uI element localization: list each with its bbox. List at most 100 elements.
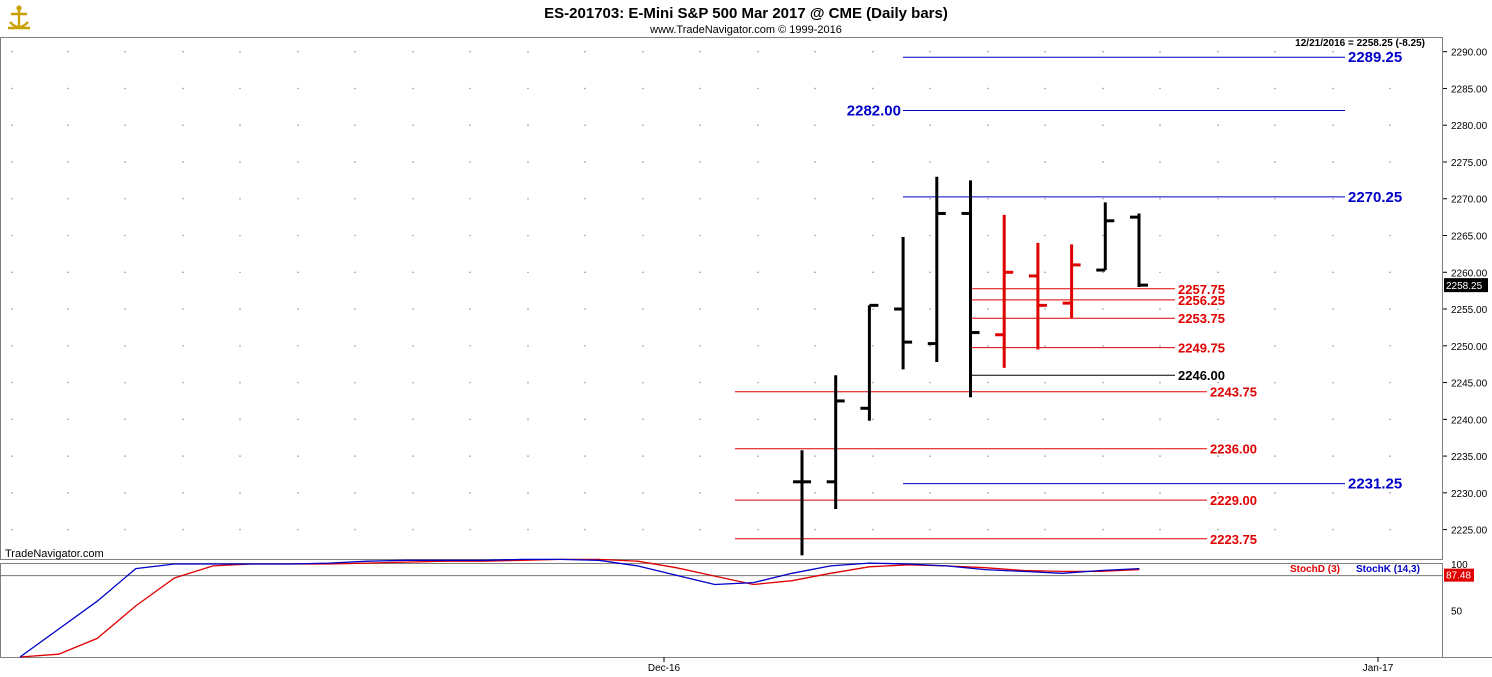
level-label: 2236.00 bbox=[1210, 442, 1257, 457]
grid-dot bbox=[814, 455, 816, 457]
level-label: 2231.25 bbox=[1348, 476, 1402, 493]
level-label: 2270.25 bbox=[1348, 189, 1402, 206]
grid-dot bbox=[1217, 308, 1219, 310]
grid-dot bbox=[67, 50, 69, 53]
grid-dot bbox=[584, 124, 586, 127]
grid-dot bbox=[814, 344, 816, 347]
grid-dot bbox=[297, 455, 299, 457]
grid-dot bbox=[1159, 124, 1161, 127]
grid-dot bbox=[527, 308, 529, 310]
grid-dot bbox=[67, 455, 69, 457]
grid-dot bbox=[929, 87, 931, 90]
grid-dot bbox=[642, 418, 644, 421]
grid-dot bbox=[1044, 161, 1046, 163]
chart-title: ES-201703: E-Mini S&P 500 Mar 2017 @ CME… bbox=[544, 5, 948, 22]
grid-dot bbox=[1389, 124, 1391, 127]
grid-dot bbox=[11, 344, 13, 347]
grid-dot bbox=[239, 197, 241, 200]
grid-dot bbox=[1332, 308, 1334, 310]
grid-dot bbox=[354, 87, 356, 90]
grid-dot bbox=[67, 197, 69, 200]
grid-dot bbox=[527, 271, 529, 274]
grid-dot bbox=[1217, 271, 1219, 274]
grid-dot bbox=[412, 492, 414, 494]
grid-dot bbox=[757, 161, 759, 163]
stoch-tick-label: 100 bbox=[1451, 560, 1468, 571]
price-tick-label: 2240.00 bbox=[1451, 415, 1488, 426]
grid-dot bbox=[1044, 344, 1046, 347]
grid-dot bbox=[124, 271, 126, 274]
grid-dot bbox=[124, 308, 126, 310]
grid-dot bbox=[297, 271, 299, 274]
level-label: 2257.75 bbox=[1178, 282, 1225, 297]
grid-dot bbox=[1159, 234, 1161, 237]
grid-dot bbox=[469, 161, 471, 163]
grid-dot bbox=[354, 124, 356, 127]
grid-dot bbox=[987, 308, 989, 310]
grid-dot bbox=[1332, 528, 1334, 531]
grid-dot bbox=[1044, 308, 1046, 310]
ohlc-bar bbox=[793, 450, 811, 556]
grid-dot bbox=[239, 50, 241, 53]
grid-dot bbox=[872, 528, 874, 531]
grid-dot bbox=[527, 381, 529, 384]
grid-dot bbox=[527, 234, 529, 237]
grid-dot bbox=[1044, 234, 1046, 237]
grid-dot bbox=[757, 197, 759, 200]
grid-dot bbox=[412, 234, 414, 237]
grid-dot bbox=[239, 308, 241, 310]
grid-dot bbox=[1274, 308, 1276, 310]
grid-dot bbox=[757, 271, 759, 274]
grid-dot bbox=[1389, 271, 1391, 274]
grid-dot bbox=[1159, 492, 1161, 494]
grid-dot bbox=[1044, 528, 1046, 531]
grid-dot bbox=[297, 124, 299, 127]
grid-dot bbox=[412, 124, 414, 127]
grid-dot bbox=[757, 87, 759, 90]
price-levels: 2289.25 2282.00 2270.25 2231.25 2257.752256.… bbox=[735, 49, 1402, 547]
grid-dot bbox=[1274, 124, 1276, 127]
grid-dot bbox=[354, 381, 356, 384]
grid-dot bbox=[1332, 418, 1334, 421]
grid-dot bbox=[1389, 418, 1391, 421]
grid-dot bbox=[1217, 161, 1219, 163]
price-tick-label: 2255.00 bbox=[1451, 305, 1488, 316]
grid-dot bbox=[1159, 87, 1161, 90]
grid-dot bbox=[1274, 197, 1276, 200]
grid-dot bbox=[11, 271, 13, 274]
grid-dot bbox=[699, 87, 701, 90]
grid-dot bbox=[527, 418, 529, 421]
grid-dot bbox=[67, 87, 69, 90]
grid-dot bbox=[182, 271, 184, 274]
grid-dot bbox=[67, 271, 69, 274]
grid-dot bbox=[124, 381, 126, 384]
price-tick-label: 2235.00 bbox=[1451, 452, 1488, 463]
grid-dot bbox=[1217, 124, 1219, 127]
grid-dot bbox=[929, 50, 931, 53]
grid-dot bbox=[814, 234, 816, 237]
grid-dot bbox=[412, 271, 414, 274]
grid-dot bbox=[469, 455, 471, 457]
grid-dot bbox=[1217, 50, 1219, 53]
grid-dot bbox=[1274, 161, 1276, 163]
grid-dot bbox=[239, 234, 241, 237]
grid-dot bbox=[124, 87, 126, 90]
grid-dot bbox=[1332, 197, 1334, 200]
grid-dot bbox=[1332, 344, 1334, 347]
grid-dot bbox=[699, 492, 701, 494]
grid-dot bbox=[354, 344, 356, 347]
last-price-tag bbox=[1444, 278, 1488, 293]
grid-dot bbox=[1044, 197, 1046, 200]
grid-dot bbox=[527, 492, 529, 494]
price-tick-label: 2230.00 bbox=[1451, 489, 1488, 500]
price-panel bbox=[0, 37, 1443, 560]
grid-dot bbox=[1332, 381, 1334, 384]
grid-dot bbox=[814, 87, 816, 90]
grid-dot bbox=[987, 381, 989, 384]
grid-dot bbox=[182, 455, 184, 457]
grid-dot bbox=[642, 197, 644, 200]
grid-dot bbox=[412, 308, 414, 310]
grid-dot bbox=[699, 344, 701, 347]
grid-dot bbox=[1102, 197, 1104, 200]
